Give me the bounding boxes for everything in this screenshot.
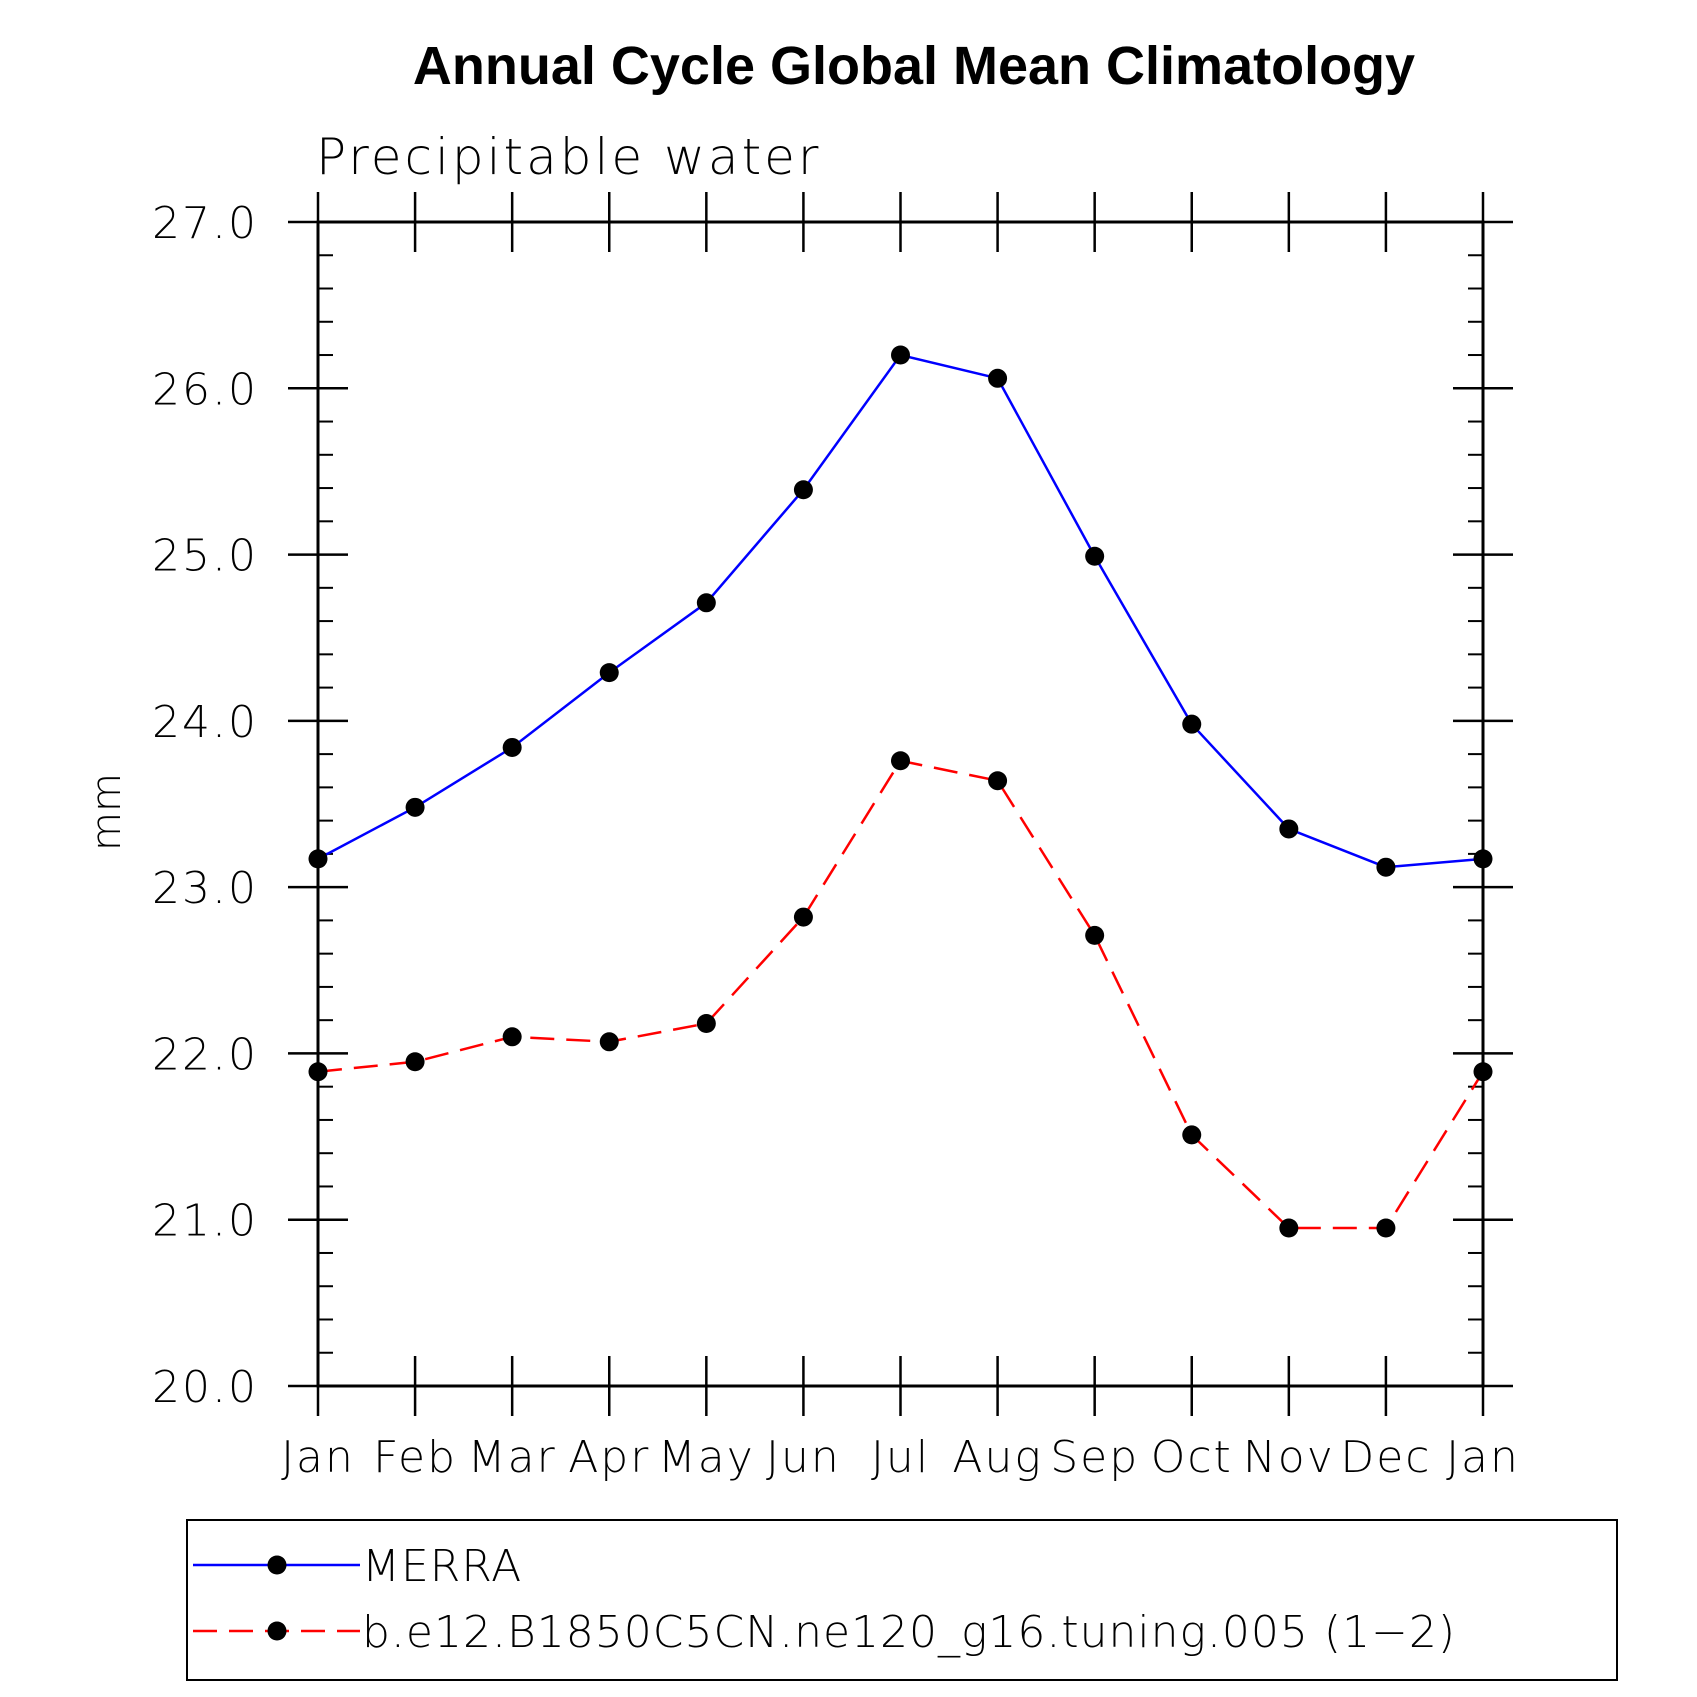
x-tick-label: Jan [281, 1432, 355, 1483]
data-point [793, 480, 813, 500]
data-point [891, 345, 910, 365]
x-tick-label: Jun [766, 1432, 841, 1483]
data-point [1279, 1218, 1299, 1238]
data-point [696, 1013, 716, 1033]
data-point [502, 737, 522, 757]
data-point [1182, 714, 1202, 734]
series-line-2 [317, 759, 1485, 1230]
x-tick-label: Jul [871, 1432, 930, 1483]
legend: MERRA b.e12.B1850C5CN.ne120_g16.tuning.00… [186, 1519, 1618, 1681]
data-point [405, 1052, 425, 1072]
y-tick-label: 27.0 [152, 198, 258, 249]
x-tick-label: Apr [568, 1432, 650, 1483]
chart-subtitle: Precipitable water [316, 128, 822, 186]
data-point [599, 1032, 619, 1052]
legend-marker [267, 1555, 287, 1575]
y-tick-label: 26.0 [152, 364, 258, 415]
data-point [1279, 819, 1299, 839]
series-line-1 [317, 353, 1484, 869]
data-point [405, 797, 425, 817]
x-tick-label: Aug [952, 1432, 1042, 1483]
data-point [1182, 1125, 1202, 1145]
data-point [502, 1027, 522, 1047]
axis-ticks [288, 192, 1513, 1416]
x-tick-label: May [658, 1432, 755, 1483]
x-tick-label: Jan [1446, 1432, 1520, 1483]
data-point [599, 663, 619, 683]
y-tick-label: 20.0 [152, 1362, 258, 1413]
data-point [1085, 546, 1105, 566]
y-tick-label: 25.0 [152, 531, 258, 582]
y-tick-label: 23.0 [152, 863, 258, 914]
data-point [988, 368, 1008, 388]
data-point [1085, 925, 1105, 945]
data-point [1376, 857, 1396, 877]
y-axis-label: mm [84, 773, 130, 851]
y-tick-label: 24.0 [152, 697, 258, 748]
chart-title: Annual Cycle Global Mean Climatology [413, 36, 1415, 96]
plot-frame [316, 220, 1485, 1388]
x-tick-label: Mar [468, 1432, 557, 1483]
legend-marker [267, 1621, 287, 1641]
x-tick-label: Sep [1050, 1432, 1139, 1483]
y-tick-label: 22.0 [152, 1029, 258, 1080]
x-tick-label: Dec [1340, 1432, 1431, 1483]
data-point [1376, 1218, 1396, 1238]
y-tick-label: 21.0 [152, 1196, 258, 1247]
x-tick-label: Nov [1243, 1432, 1335, 1483]
data-point [793, 907, 813, 927]
data-point [891, 751, 910, 771]
data-point [696, 593, 716, 613]
series-layer [308, 345, 1493, 1238]
x-tick-label: Feb [373, 1432, 457, 1483]
data-point [988, 771, 1008, 791]
legend-box [186, 1519, 1618, 1681]
x-tick-label: Oct [1151, 1432, 1233, 1483]
legend-label: b.e12.B1850C5CN.ne120_g16.tuning.005 (1−… [362, 1607, 1456, 1658]
legend-label: MERRA [362, 1541, 522, 1592]
